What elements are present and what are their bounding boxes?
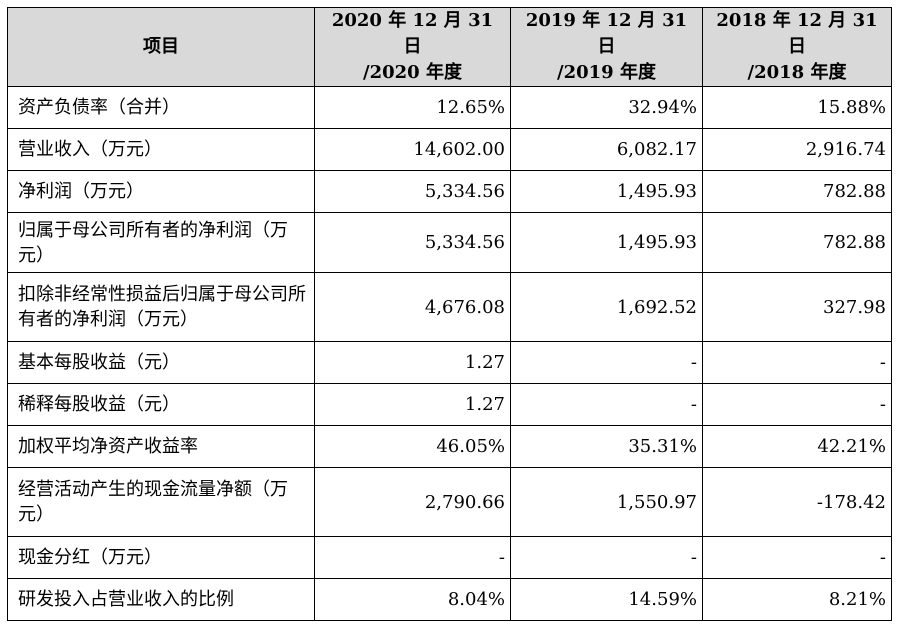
table-row: 归属于母公司所有者的净利润（万元） 5,334.56 1,495.93 782.… — [7, 212, 892, 273]
row-label: 现金分红（万元） — [7, 536, 315, 579]
value-2018: 782.88 — [702, 212, 892, 273]
table-header-row: 项目 2020 年 12 月 31 日 /2020 年度 2019 年 12 月… — [7, 7, 892, 87]
value-2019: 35.31% — [510, 425, 703, 468]
value-2020: 12.65% — [314, 86, 511, 129]
value-2019: - — [510, 341, 703, 384]
value-2019: 1,495.93 — [510, 170, 703, 213]
header-2020: 2020 年 12 月 31 日 /2020 年度 — [314, 7, 511, 87]
value-2020: 14,602.00 — [314, 128, 511, 171]
table-row: 基本每股收益（元） 1.27 - - — [7, 341, 892, 384]
value-2019: - — [510, 536, 703, 579]
row-label: 扣除非经常性损益后归属于母公司所有者的净利润（万元） — [7, 272, 315, 342]
value-2018: - — [702, 341, 892, 384]
header-2020-date: 2020 年 12 月 31 日 — [331, 10, 494, 57]
value-2018: - — [702, 536, 892, 579]
value-2018: 42.21% — [702, 425, 892, 468]
table-row: 研发投入占营业收入的比例 8.04% 14.59% 8.21% — [7, 578, 892, 621]
row-label: 营业收入（万元） — [7, 128, 315, 171]
value-2020: 4,676.08 — [314, 272, 511, 342]
header-item: 项目 — [7, 7, 315, 87]
row-label: 基本每股收益（元） — [7, 341, 315, 384]
value-2019: 1,692.52 — [510, 272, 703, 342]
value-2018: 8.21% — [702, 578, 892, 621]
value-2018: - — [702, 383, 892, 426]
table-row: 稀释每股收益（元） 1.27 - - — [7, 383, 892, 426]
row-label: 归属于母公司所有者的净利润（万元） — [7, 212, 315, 273]
table-row: 营业收入（万元） 14,602.00 6,082.17 2,916.74 — [7, 128, 892, 171]
value-2018: 327.98 — [702, 272, 892, 342]
value-2020: 1.27 — [314, 341, 511, 384]
value-2019: - — [510, 383, 703, 426]
value-2019: 1,550.97 — [510, 467, 703, 537]
header-2018-period: /2018 年度 — [747, 62, 847, 83]
value-2019: 1,495.93 — [510, 212, 703, 273]
row-label: 研发投入占营业收入的比例 — [7, 578, 315, 621]
header-2018-date: 2018 年 12 月 31 日 — [716, 10, 878, 57]
table-row: 经营活动产生的现金流量净额（万元） 2,790.66 1,550.97 -178… — [7, 467, 892, 537]
table-row: 扣除非经常性损益后归属于母公司所有者的净利润（万元） 4,676.08 1,69… — [7, 272, 892, 342]
header-item-label: 项目 — [143, 36, 179, 57]
row-label: 稀释每股收益（元） — [7, 383, 315, 426]
value-2020: 46.05% — [314, 425, 511, 468]
value-2019: 32.94% — [510, 86, 703, 129]
value-2020: 8.04% — [314, 578, 511, 621]
header-2019-period: /2019 年度 — [557, 62, 656, 83]
table-row: 净利润（万元） 5,334.56 1,495.93 782.88 — [7, 170, 892, 213]
value-2018: -178.42 — [702, 467, 892, 537]
value-2018: 15.88% — [702, 86, 892, 129]
header-2020-period: /2020 年度 — [363, 62, 462, 83]
row-label: 经营活动产生的现金流量净额（万元） — [7, 467, 315, 537]
value-2020: - — [314, 536, 511, 579]
value-2020: 5,334.56 — [314, 170, 511, 213]
value-2020: 5,334.56 — [314, 212, 511, 273]
table-row: 现金分红（万元） - - - — [7, 536, 892, 579]
header-2019: 2019 年 12 月 31 日 /2019 年度 — [510, 7, 703, 87]
value-2018: 782.88 — [702, 170, 892, 213]
financial-summary-table: 项目 2020 年 12 月 31 日 /2020 年度 2019 年 12 月… — [7, 7, 892, 621]
row-label: 加权平均净资产收益率 — [7, 425, 315, 468]
value-2019: 14.59% — [510, 578, 703, 621]
value-2019: 6,082.17 — [510, 128, 703, 171]
value-2020: 2,790.66 — [314, 467, 511, 537]
table-row: 资产负债率（合并） 12.65% 32.94% 15.88% — [7, 86, 892, 129]
row-label: 净利润（万元） — [7, 170, 315, 213]
header-2018: 2018 年 12 月 31 日 /2018 年度 — [702, 7, 892, 87]
value-2018: 2,916.74 — [702, 128, 892, 171]
header-2019-date: 2019 年 12 月 31 日 — [525, 10, 688, 57]
table-row: 加权平均净资产收益率 46.05% 35.31% 42.21% — [7, 425, 892, 468]
value-2020: 1.27 — [314, 383, 511, 426]
row-label: 资产负债率（合并） — [7, 86, 315, 129]
